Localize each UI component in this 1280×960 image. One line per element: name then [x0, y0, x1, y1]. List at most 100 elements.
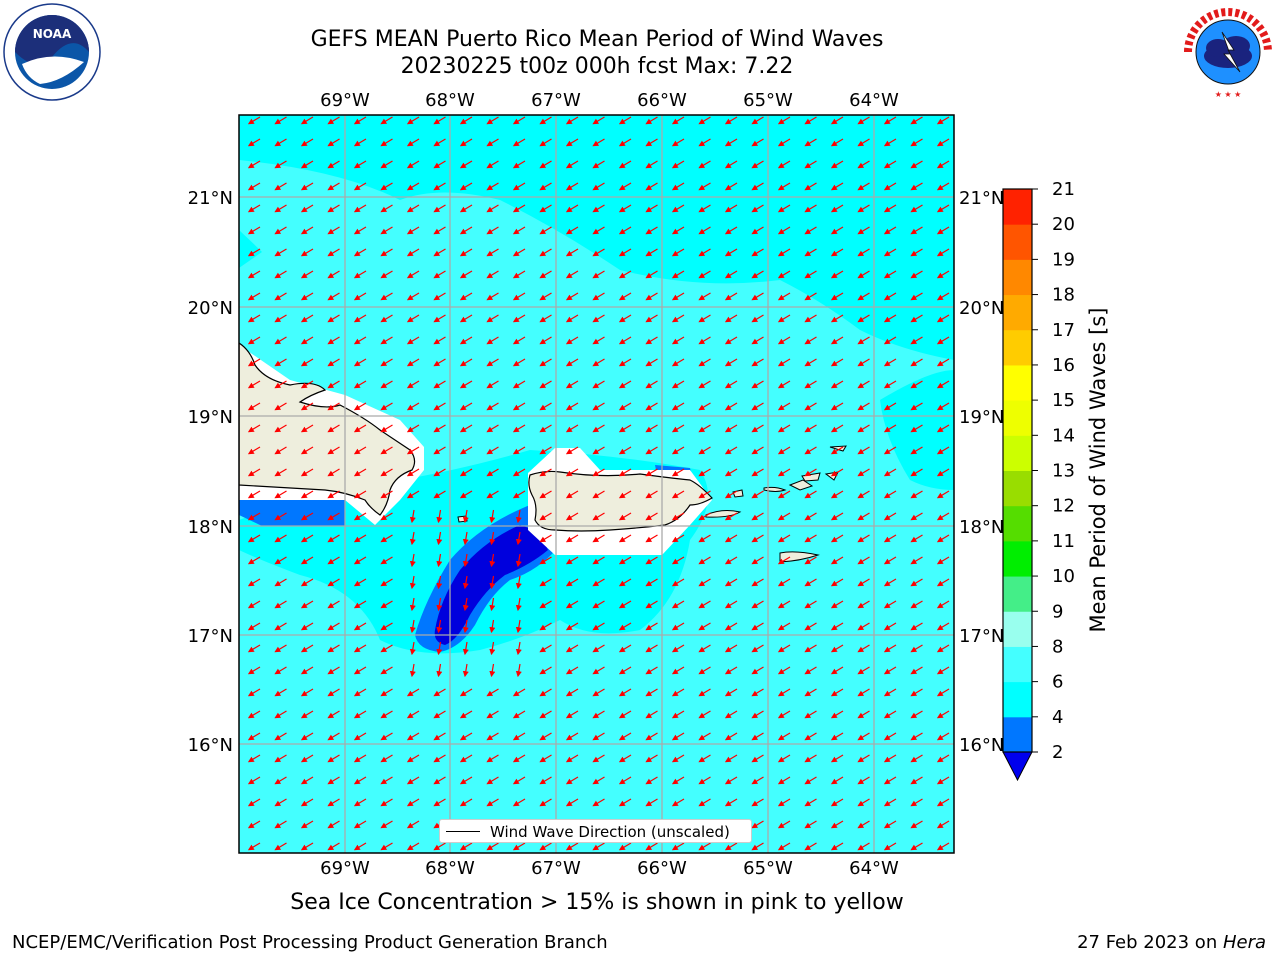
wind-arrow: [327, 754, 340, 763]
wind-arrow: [433, 204, 446, 213]
wind-arrow: [274, 776, 287, 785]
lat-right-17n: 17°N: [959, 626, 1004, 647]
wind-arrow: [406, 754, 420, 763]
wind-arrow: [592, 490, 605, 499]
wind-arrow: [274, 534, 287, 543]
wind-arrow: [724, 688, 738, 697]
wind-arrow: [247, 402, 261, 411]
wind-arrow: [353, 798, 367, 807]
wind-arrow: [751, 820, 764, 829]
wind-arrow: [857, 710, 870, 719]
wind-arrow: [433, 160, 446, 169]
wind-arrow: [327, 424, 340, 433]
wind-arrow: [645, 116, 658, 125]
wind-arrow: [777, 160, 791, 169]
wind-arrow: [883, 358, 897, 367]
wind-arrow: [830, 666, 844, 675]
wind-arrow: [804, 666, 817, 675]
lat-left-20n: 20°N: [188, 298, 233, 319]
wind-arrow: [462, 663, 469, 678]
wind-arrow: [539, 688, 552, 697]
wind-arrow: [804, 116, 817, 125]
wind-arrow: [936, 182, 950, 191]
wind-arrow: [936, 336, 950, 345]
wind-arrow: [433, 226, 446, 235]
wind-arrow: [830, 798, 844, 807]
wind-arrow: [751, 600, 764, 609]
lon-bottom-69w: 69°W: [320, 858, 370, 879]
wind-arrow: [274, 732, 287, 741]
wind-arrow: [830, 248, 844, 257]
wind-arrow: [830, 710, 844, 719]
wind-arrow: [910, 600, 923, 609]
wind-arrow: [751, 402, 764, 411]
wind-arrow: [910, 512, 923, 521]
wind-arrow: [910, 446, 923, 455]
lat-right-16n: 16°N: [959, 735, 1004, 756]
wind-arrow: [327, 402, 340, 411]
colorbar-tick-label: 16: [1052, 355, 1075, 376]
wind-arrow: [592, 578, 605, 587]
wind-arrow: [565, 402, 579, 411]
wind-arrow: [724, 314, 738, 323]
wind-arrow: [883, 204, 897, 213]
wind-arrow: [777, 446, 791, 455]
wind-arrow: [857, 842, 870, 851]
wind-arrow: [645, 798, 658, 807]
wind-arrow: [592, 534, 605, 543]
wind-arrow: [830, 138, 844, 147]
wind-arrow: [857, 402, 870, 411]
wind-arrow: [459, 732, 473, 741]
wind-arrow: [300, 776, 314, 785]
wind-arrow: [618, 666, 632, 675]
wind-arrow: [353, 248, 367, 257]
wind-arrow: [380, 600, 393, 609]
wind-arrow: [910, 248, 923, 257]
wind-arrow: [910, 732, 923, 741]
wind-arrow: [300, 116, 314, 125]
wind-arrow: [433, 468, 446, 477]
wind-arrow: [883, 798, 897, 807]
wind-arrow: [274, 798, 287, 807]
wind-arrow: [353, 358, 367, 367]
wind-arrow: [857, 600, 870, 609]
wind-arrow: [459, 688, 473, 697]
wind-arrow: [936, 292, 950, 301]
wind-arrow: [857, 226, 870, 235]
wind-arrow: [936, 358, 950, 367]
wind-arrow: [380, 138, 393, 147]
wind-arrow: [406, 776, 420, 785]
wind-arrow: [274, 204, 287, 213]
wind-arrow: [910, 622, 923, 631]
wind-arrow: [830, 292, 844, 301]
wind-arrow: [436, 619, 443, 634]
wind-arrow: [406, 402, 420, 411]
wind-arrow: [645, 358, 658, 367]
wind-arrow: [857, 688, 870, 697]
wind-arrow: [910, 556, 923, 565]
wind-arrow: [910, 688, 923, 697]
wind-arrow: [592, 798, 605, 807]
wind-arrow: [751, 490, 764, 499]
wind-arrow: [274, 490, 287, 499]
wind-arrow: [380, 622, 393, 631]
wind-arrow: [274, 820, 287, 829]
wind-arrow: [353, 446, 367, 455]
wind-arrow: [645, 644, 658, 653]
wind-arrow: [380, 402, 393, 411]
wind-arrow: [247, 556, 261, 565]
wind-arrow: [724, 754, 738, 763]
wind-arrow: [883, 468, 897, 477]
wind-arrow: [698, 138, 711, 147]
wind-arrow: [436, 663, 443, 678]
lon-top-65w: 65°W: [743, 90, 793, 111]
wind-arrow: [433, 490, 446, 499]
wind-arrow: [936, 556, 950, 565]
wind-arrow: [353, 314, 367, 323]
wind-arrow: [936, 732, 950, 741]
wind-arrow: [327, 534, 340, 543]
wind-arrow: [486, 358, 499, 367]
wind-arrow: [592, 688, 605, 697]
colorbar-tick-label: 6: [1052, 672, 1063, 693]
